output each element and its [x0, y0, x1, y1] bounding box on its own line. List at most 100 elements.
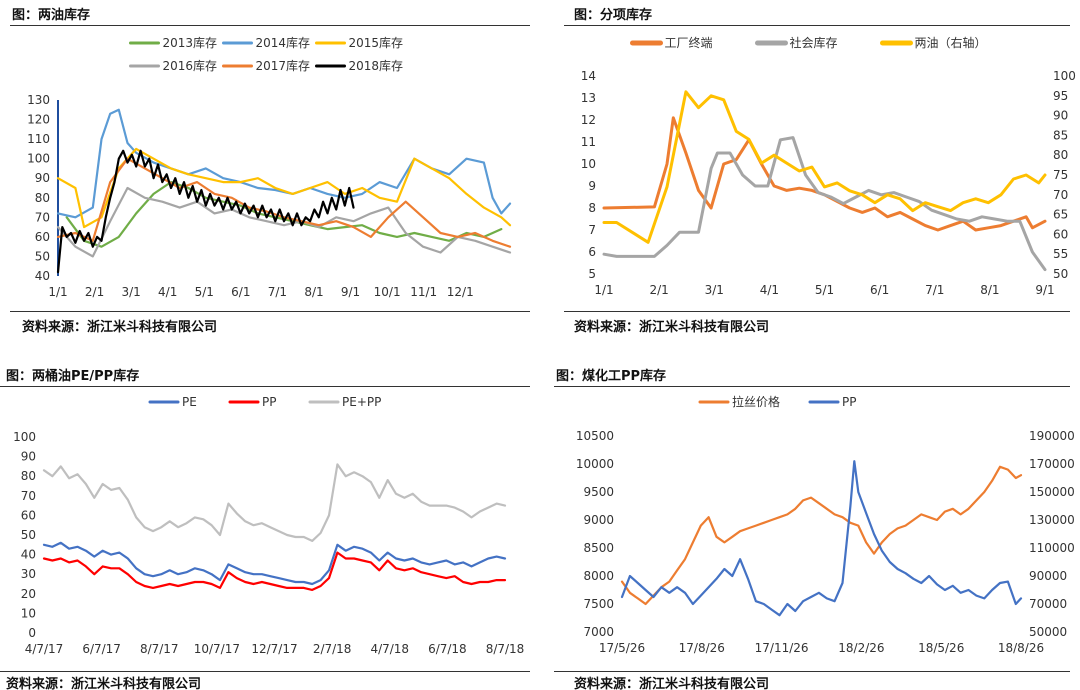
y2-tick-label: 80: [1053, 148, 1068, 162]
source-rule: [564, 311, 1070, 312]
y2-tick-label: 110000: [1029, 541, 1075, 555]
title-rule: [0, 386, 530, 387]
legend-label: 2016库存: [163, 58, 218, 73]
x-tick-label: 5/1: [195, 285, 214, 299]
two-oil-inventory-chart: 40 50 60 70 80 90 100 110 120 130 1/1 2/1 3/1 4/1 5/1 6…: [27, 35, 512, 299]
panel-segment-inventory: 图：分项库存 5 6 7 8 9 10 11 12 13 14 50 55 60 65 70 75 80 85 90…: [540, 0, 1080, 345]
x-tick-label: 17/8/26: [679, 641, 725, 655]
series-line-1: [620, 460, 1023, 617]
x-tick-label: 2/1: [649, 283, 668, 297]
y2-tick-label: 50: [1053, 267, 1068, 281]
x-tick-label: 6/7/17: [82, 642, 121, 656]
panel-two-oil-inventory: 图：两油库存 40 50 60 70 80 90 100 110 120 130 1/1 2/1 3/1…: [0, 0, 540, 345]
y-tick-label: 9500: [583, 485, 614, 499]
legend-label: 社会库存: [790, 35, 838, 50]
chart-title: 图：两桶油PE/PP库存: [6, 369, 140, 384]
x-tick-label: 9/1: [341, 285, 360, 299]
coal-chem-pp-chart: 7000 7500 8000 8500 9000 9500 10000 10500 50000 7…: [576, 394, 1075, 655]
pe-pp-inventory-chart: 0 10 20 30 40 50 60 70 80 90 100 4/7/17 6/7/17 8/7/17…: [13, 395, 525, 656]
y-tick-label: 10: [581, 157, 596, 171]
y2-tick-label: 85: [1053, 128, 1068, 142]
x-tick-label: 2/1: [85, 285, 104, 299]
y-tick-label: 13: [581, 91, 596, 105]
y2-tick-label: 75: [1053, 168, 1068, 182]
panel-pe-pp-inventory: 图：两桶油PE/PP库存 0 10 20 30 40 50 60 70 80 90 100 4/7/1…: [0, 345, 540, 690]
x-tick-label: 4/7/17: [25, 642, 64, 656]
y-tick-label: 14: [581, 69, 596, 83]
y-tick-label: 50: [35, 249, 50, 263]
x-tick-label: 2/7/18: [313, 642, 352, 656]
legend-label: PE+PP: [342, 395, 381, 409]
x-tick-label: 18/8/26: [998, 641, 1044, 655]
y-tick-label: 120: [27, 113, 50, 127]
y2-tick-label: 90: [1053, 109, 1068, 123]
x-tick-label: 17/11/26: [755, 641, 809, 655]
x-tick-label: 12/7/17: [251, 642, 297, 656]
x-tick-label: 8/7/18: [486, 642, 525, 656]
y-tick-label: 100: [13, 430, 36, 444]
chart-title: 图：分项库存: [574, 8, 653, 23]
y-tick-label: 60: [35, 230, 50, 244]
x-tick-label: 3/1: [121, 285, 140, 299]
x-tick-label: 10/1: [374, 285, 401, 299]
segment-inventory-chart: 5 6 7 8 9 10 11 12 13 14 50 55 60 65 70 75 80 85 90 95 100 1/…: [581, 35, 1076, 297]
y2-tick-label: 170000: [1029, 457, 1075, 471]
y-tick-label: 40: [35, 269, 50, 283]
title-rule: [564, 25, 1070, 26]
x-tick-label: 5/1: [815, 283, 834, 297]
y-tick-label: 80: [35, 191, 50, 205]
x-tick-label: 4/1: [158, 285, 177, 299]
x-tick-label: 18/5/26: [918, 641, 964, 655]
x-tick-label: 6/1: [870, 283, 889, 297]
y-tick-label: 90: [35, 171, 50, 185]
y2-tick-label: 60: [1053, 227, 1068, 241]
y-tick-label: 0: [28, 626, 36, 640]
y2-tick-label: 55: [1053, 247, 1068, 261]
y2-tick-label: 100: [1053, 69, 1076, 83]
y2-tick-label: 70000: [1029, 597, 1067, 611]
x-tick-label: 3/1: [705, 283, 724, 297]
series-line-2: [602, 90, 1047, 244]
legend-label: 2015库存: [349, 35, 404, 50]
x-tick-label: 1/1: [594, 283, 613, 297]
y-tick-label: 8000: [583, 569, 614, 583]
y-tick-label: 70: [21, 489, 36, 503]
y-tick-label: 8: [588, 201, 596, 215]
series-line-0: [620, 465, 1023, 606]
y-tick-label: 90: [21, 450, 36, 464]
x-tick-label: 11/1: [410, 285, 437, 299]
series-line-1: [602, 136, 1047, 272]
y-tick-label: 80: [21, 469, 36, 483]
x-tick-label: 12/1: [447, 285, 474, 299]
y-tick-label: 70: [35, 210, 50, 224]
x-tick-label: 7/1: [268, 285, 287, 299]
chart-title: 图：煤化工PP库存: [556, 369, 667, 384]
series-line-4: [56, 157, 512, 248]
y-tick-label: 50: [21, 528, 36, 542]
y-tick-label: 6: [588, 245, 596, 259]
data-source: 资料来源：浙江米斗科技有限公司: [6, 677, 202, 690]
x-tick-label: 1/1: [48, 285, 67, 299]
x-tick-label: 4/1: [760, 283, 779, 297]
y-tick-label: 8500: [583, 541, 614, 555]
y-tick-label: 20: [21, 587, 36, 601]
y-tick-label: 60: [21, 508, 36, 522]
y-tick-label: 12: [581, 113, 596, 127]
y2-tick-label: 190000: [1029, 429, 1075, 443]
y-tick-label: 30: [21, 567, 36, 581]
legend-label: PP: [262, 395, 276, 409]
legend-label: 拉丝价格: [732, 394, 780, 409]
y-tick-label: 10500: [576, 429, 614, 443]
legend-label: 2018库存: [349, 58, 404, 73]
y2-tick-label: 90000: [1029, 569, 1067, 583]
x-tick-label: 6/7/18: [428, 642, 467, 656]
source-rule: [0, 671, 530, 672]
series-line-1: [56, 108, 512, 219]
x-tick-label: 17/5/26: [599, 641, 645, 655]
y2-tick-label: 50000: [1029, 625, 1067, 639]
y-tick-label: 10: [21, 606, 36, 620]
y-tick-label: 11: [581, 135, 596, 149]
x-tick-label: 8/1: [304, 285, 323, 299]
y-tick-label: 10000: [576, 457, 614, 471]
series-line-2: [42, 463, 507, 542]
